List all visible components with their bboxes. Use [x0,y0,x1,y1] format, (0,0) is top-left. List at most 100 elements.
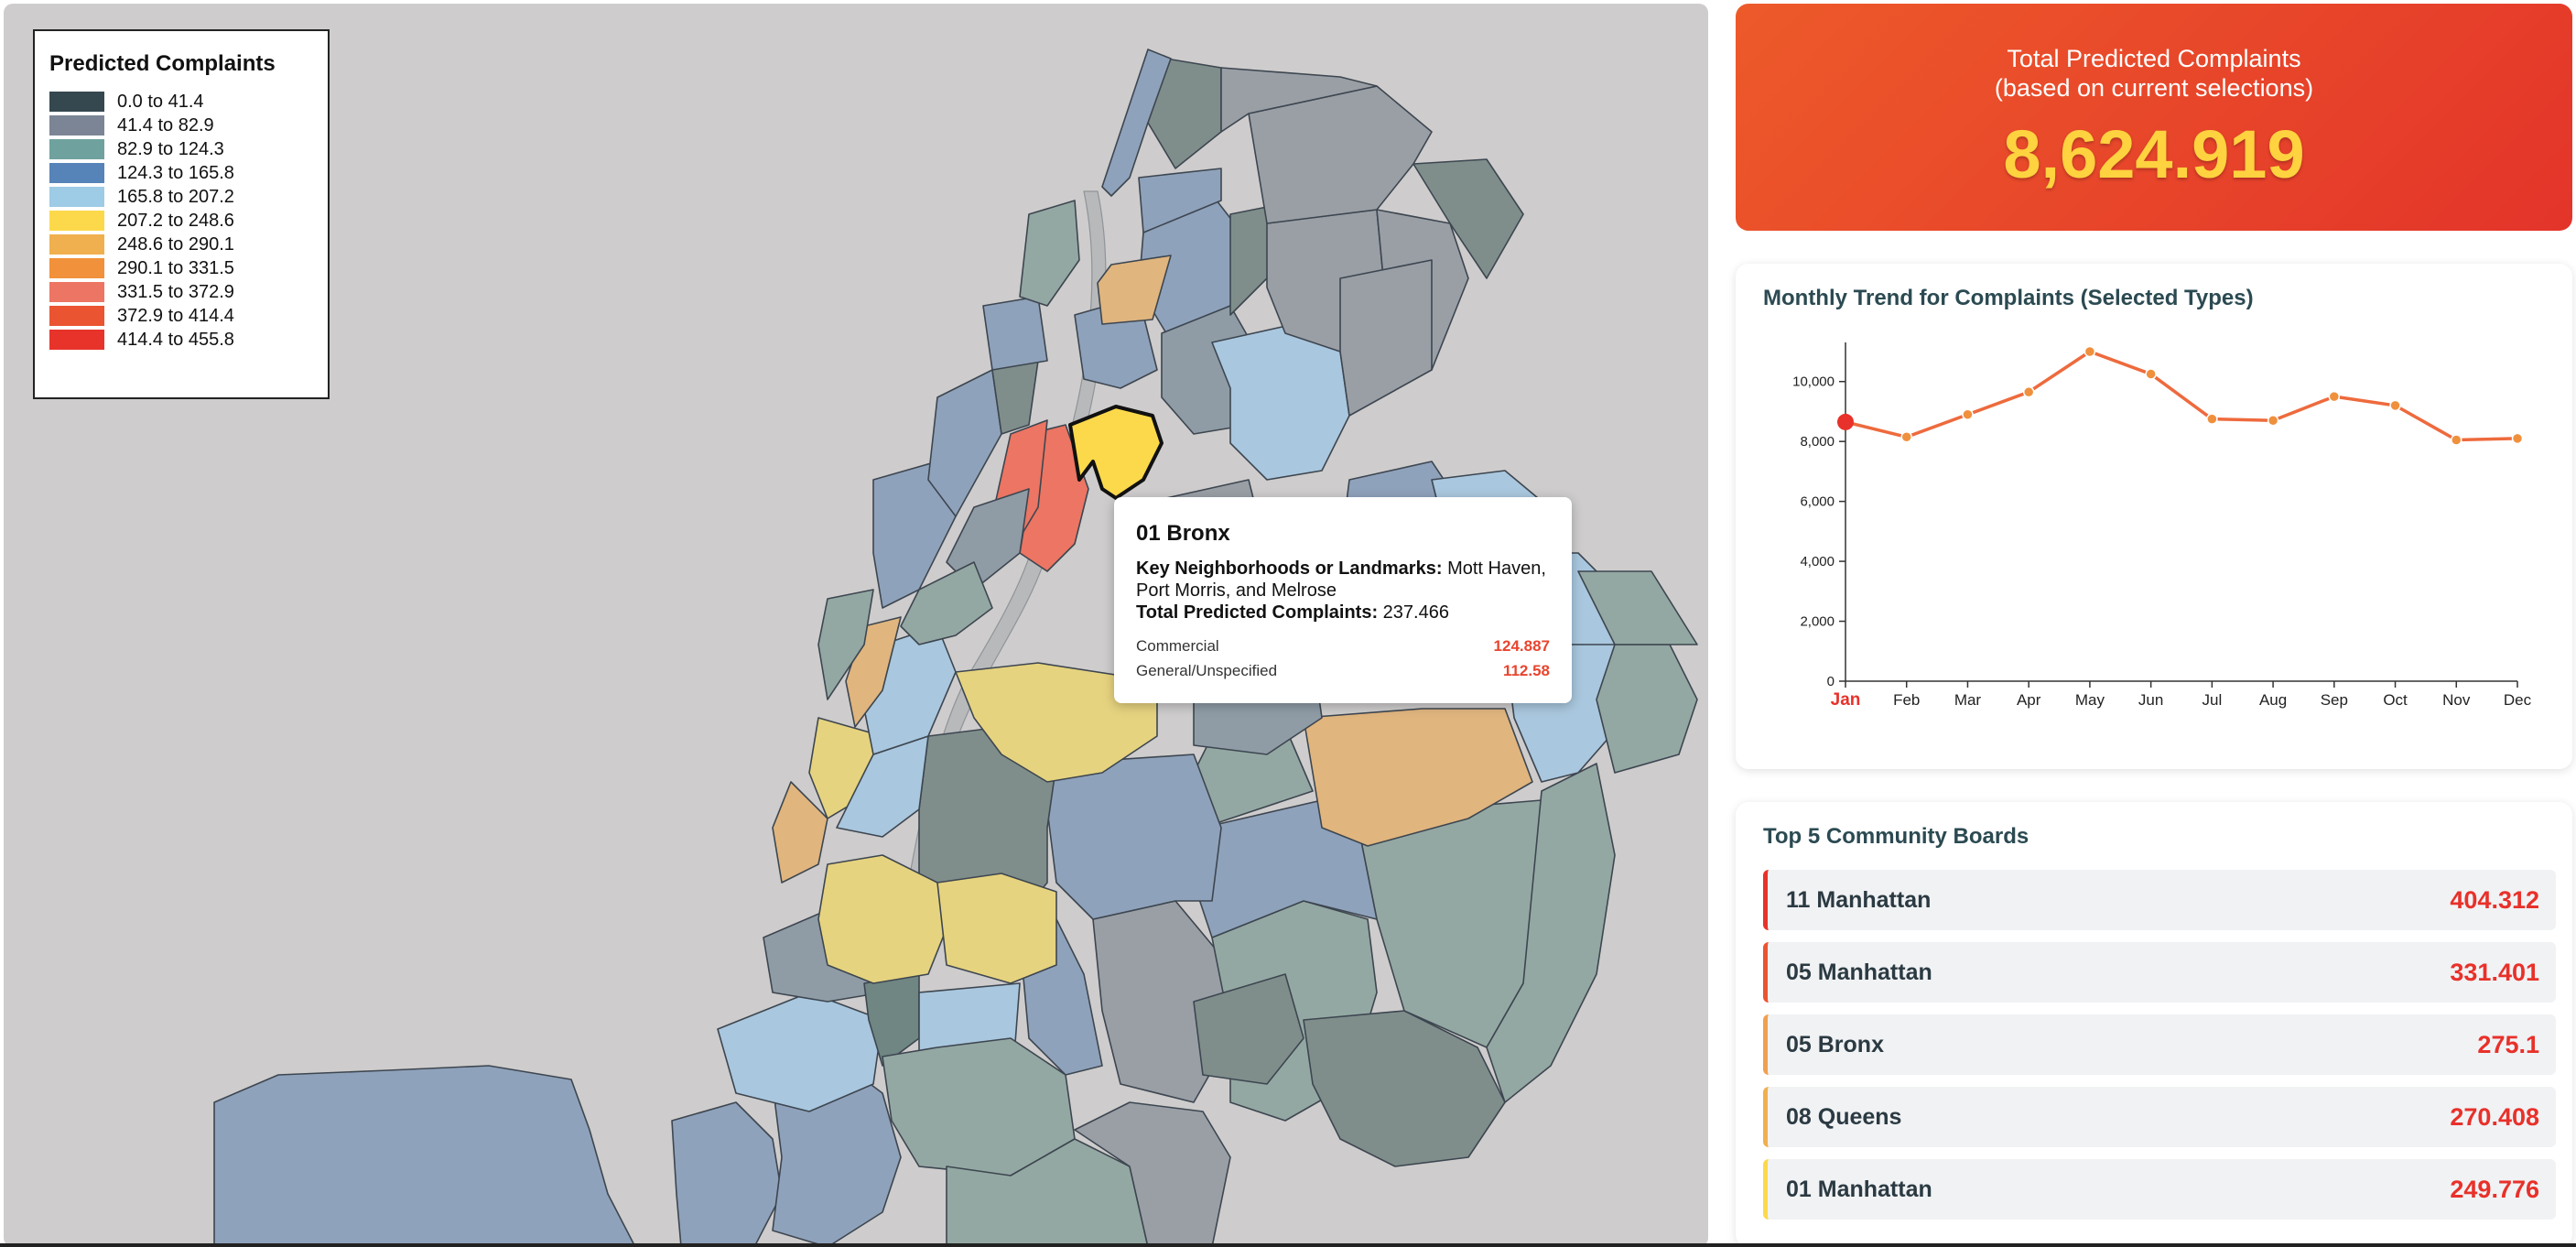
map-panel[interactable]: Predicted Complaints 0.0 to 41.4 41.4 to … [4,4,1708,1247]
cb-manhattan-lower[interactable] [900,561,993,645]
tooltip-total-value: 237.466 [1382,602,1449,623]
top5-item-name: 08 Queens [1786,1103,1902,1130]
legend-item: 248.6 to 290.1 [49,233,328,256]
tooltip-total-label: Total Predicted Complaints: [1136,602,1379,623]
x-tick-label: Mar [1954,691,1982,709]
legend-item: 0.0 to 41.4 [49,90,328,114]
x-tick-label: Jul [2202,691,2222,709]
legend-label: 372.9 to 414.4 [117,305,234,326]
monthly-trend-chart[interactable]: 0 2,000 4,000 6,000 8,000 10,000 Jan Feb Mar Apr M… [1736,264,2572,769]
data-point [2328,390,2341,403]
legend-item: 207.2 to 248.6 [49,209,328,233]
total-title-line2: (based on current selections) [1994,74,2314,102]
x-tick-label: Oct [2383,691,2408,709]
x-tick-label: Apr [2017,691,2041,709]
top5-item[interactable]: 08 Queens 270.408 [1763,1087,2556,1147]
cb-brooklyn-11[interactable] [1486,763,1616,1103]
cb-manhattan-heights[interactable] [1019,200,1080,307]
legend-label: 0.0 to 41.4 [117,91,204,112]
tooltip-row-value: 112.58 [1502,662,1550,679]
cb-brooklyn-9[interactable] [1303,1010,1506,1167]
tooltip-total: Total Predicted Complaints: 237.466 [1136,602,1550,624]
top5-title: Top 5 Community Boards [1763,824,2029,849]
x-tick-label: Aug [2259,691,2287,709]
cb-brooklyn-17[interactable] [936,873,1057,984]
trend-title: Monthly Trend for Complaints (Selected T… [1763,286,2254,310]
cb-manhattan-west-2[interactable] [772,781,828,884]
data-point [1900,431,1912,443]
cb-staten-north[interactable] [213,1065,636,1247]
data-point [2267,415,2279,427]
legend-label: 248.6 to 290.1 [117,233,234,255]
cb-queens-5[interactable] [955,662,1158,783]
data-point [2145,368,2157,380]
cb-brooklyn-14[interactable] [1046,754,1222,920]
data-point [2022,385,2035,398]
cb-queens-7[interactable] [1577,570,1698,645]
cb-brooklyn-16[interactable] [817,854,947,984]
cb-bronx-10[interactable] [1412,158,1524,279]
top5-item-name: 05 Bronx [1786,1031,1884,1057]
legend-swatch [49,330,104,350]
tooltip: 01 Bronx Key Neighborhoods or Landmarks:… [1114,497,1572,703]
cb-bronx-4[interactable] [1138,168,1222,233]
cb-manhattan-river-2[interactable] [946,488,1030,591]
x-tick-label: Nov [2442,691,2471,709]
cb-bronx-14[interactable] [1220,67,1378,133]
legend-swatch [49,306,104,326]
legend-item: 165.8 to 207.2 [49,185,328,209]
legend-label: 82.9 to 124.3 [117,138,224,159]
cb-brooklyn-7[interactable] [1074,1101,1231,1247]
top5-list: 11 Manhattan 404.312 05 Manhattan 331.401 05… [1763,870,2556,1231]
legend-label: 41.4 to 82.9 [117,114,214,136]
cb-bronx-11[interactable] [1248,85,1433,224]
x-tick-label: Dec [2504,691,2532,709]
cb-bronx-13[interactable] [1101,49,1172,197]
cb-manhattan-east-harlem[interactable] [927,369,1002,517]
tooltip-row-commercial: Commercial 124.887 [1136,637,1550,656]
total-complaints-title: Total Predicted Complaints (based on cur… [1736,44,2572,103]
top5-item-value: 275.1 [2477,1030,2539,1058]
legend-label: 331.5 to 372.9 [117,281,234,302]
legend-label: 207.2 to 248.6 [117,210,234,231]
top5-item-name: 01 Manhattan [1786,1176,1932,1202]
cb-manhattan-inwood[interactable] [982,296,1048,371]
cb-01-bronx[interactable] [1068,405,1164,500]
community-board-map[interactable] [4,4,1708,1247]
cb-manhattan-ues[interactable] [817,589,874,700]
cb-bronx-3[interactable] [1097,255,1172,325]
data-point [1962,408,1974,420]
legend-swatch [49,139,104,159]
tooltip-row-label: Commercial [1136,637,1219,655]
data-point [2451,434,2462,446]
y-tick-label: 10,000 [1792,374,1835,390]
top5-item[interactable]: 01 Manhattan 249.776 [1763,1159,2556,1220]
cb-brooklyn-west-1[interactable] [671,1101,783,1247]
top5-item-value: 331.401 [2450,958,2539,986]
top5-item-value: 249.776 [2450,1175,2539,1203]
cb-manhattan-wh[interactable] [991,360,1039,435]
cb-bronx-15[interactable] [1339,259,1433,417]
legend-swatch [49,92,104,112]
cb-queens-3[interactable] [1596,644,1698,774]
legend: Predicted Complaints 0.0 to 41.4 41.4 to … [33,29,330,399]
legend-item: 331.5 to 372.9 [49,280,328,304]
cb-brooklyn-18[interactable] [1193,973,1304,1085]
y-tick-label: 8,000 [1800,434,1835,450]
tooltip-row-label: General/Unspecified [1136,662,1278,679]
legend-label: 124.3 to 165.8 [117,162,234,183]
window-bottom-edge [0,1243,2576,1247]
legend-swatch [49,211,104,231]
top5-item-name: 11 Manhattan [1786,886,1932,913]
legend-item: 41.4 to 82.9 [49,114,328,137]
top5-item[interactable]: 05 Bronx 275.1 [1763,1014,2556,1075]
x-tick-label: Feb [1893,691,1920,709]
top5-item[interactable]: 05 Manhattan 331.401 [1763,942,2556,1003]
trend-line [1845,350,2518,442]
top5-item[interactable]: 11 Manhattan 404.312 [1763,870,2556,930]
data-point [1837,413,1854,430]
legend-item: 290.1 to 331.5 [49,256,328,280]
x-tick-label: May [2075,691,2105,709]
cb-queens-1[interactable] [1303,708,1533,847]
y-tick-label: 0 [1827,674,1835,689]
